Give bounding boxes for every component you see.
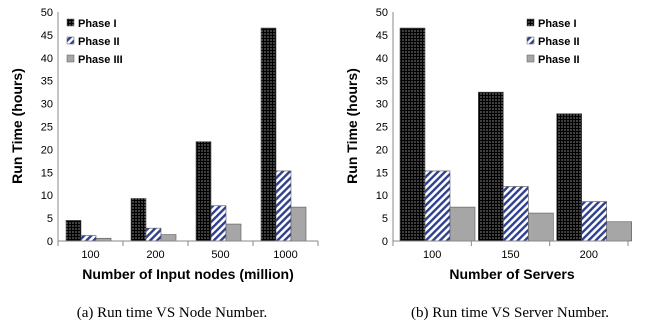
legend: Phase I Phase II Phase II xyxy=(526,18,580,66)
axes xyxy=(392,12,629,246)
x-axis-title: Number of Input nodes (million) xyxy=(82,266,294,282)
legend-label: Phase I xyxy=(78,18,117,30)
legend-label: Phase II xyxy=(538,36,580,48)
y-tick-label: 30 xyxy=(376,99,388,111)
x-tick-label: 1000 xyxy=(273,249,297,261)
y-tick-label: 25 xyxy=(41,122,53,134)
bar-phase-i-100 xyxy=(65,220,82,242)
legend: Phase I Phase II Phase III xyxy=(66,18,123,66)
y-ticks: 0 5 10 15 20 25 30 35 40 45 50 xyxy=(41,7,53,248)
y-tick-label: 40 xyxy=(376,53,388,65)
y-tick-label: 10 xyxy=(41,190,53,202)
y-tick-label: 15 xyxy=(376,167,388,179)
bar-phase-ii-200 xyxy=(606,221,632,242)
y-tick-label: 40 xyxy=(41,53,53,65)
caption: (b) Run time VS Server Number. xyxy=(411,305,609,321)
bar-phase-ii-100 xyxy=(80,235,97,242)
bar-phase-i-100 xyxy=(399,27,426,242)
axes xyxy=(57,12,319,246)
y-tick-label: 20 xyxy=(376,144,388,156)
bar-phase-ii-1000 xyxy=(275,170,292,242)
bars xyxy=(399,27,632,242)
y-tick-label: 25 xyxy=(376,122,388,134)
bar-phase-ii-150 xyxy=(503,186,529,242)
bar-phase-ii-200 xyxy=(145,227,162,242)
y-tick-label: 10 xyxy=(376,190,388,202)
bars xyxy=(65,27,307,242)
y-tick-label: 45 xyxy=(41,30,53,42)
y-tick-label: 15 xyxy=(41,167,53,179)
y-tick-label: 50 xyxy=(41,7,53,19)
y-tick-label: 0 xyxy=(382,236,388,248)
x-ticks: 100 200 500 1000 xyxy=(81,249,297,261)
x-tick-label: 500 xyxy=(211,249,229,261)
y-tick-label: 50 xyxy=(376,7,388,19)
y-ticks: 0 5 10 15 20 25 30 35 40 45 50 xyxy=(376,7,388,248)
legend-swatch-phase-ii xyxy=(66,36,75,45)
bar-phase-i-500 xyxy=(195,141,212,242)
bar-phase-iii-500 xyxy=(225,223,242,242)
legend-swatch-phase-i xyxy=(66,18,75,27)
legend-label: Phase I xyxy=(538,18,577,30)
bar-phase-i-200 xyxy=(130,198,147,242)
bar-phase-iii-1000 xyxy=(290,206,307,242)
y-tick-label: 45 xyxy=(376,30,388,42)
x-tick-label: 100 xyxy=(423,249,441,261)
bar-phase-i-150 xyxy=(478,91,504,242)
y-tick-label: 0 xyxy=(47,236,53,248)
y-axis-title: Run Time (hours) xyxy=(9,68,25,184)
legend-swatch-phase-ii xyxy=(526,36,535,45)
bar-phase-i-200 xyxy=(556,113,582,242)
x-tick-label: 100 xyxy=(81,249,99,261)
bar-phase-ii-150 xyxy=(528,212,554,242)
chart-a-run-time-vs-node-number: 0 5 10 15 20 25 30 35 40 45 50 100 200 500 1000 Phase… xyxy=(9,7,319,321)
legend-swatch-phase-i xyxy=(526,18,535,27)
bar-phase-ii-200 xyxy=(581,201,607,242)
legend-label: Phase II xyxy=(538,54,580,66)
legend-label: Phase III xyxy=(78,54,123,66)
bar-phase-ii-100 xyxy=(424,170,451,242)
y-axis-title: Run Time (hours) xyxy=(344,68,360,184)
caption: (a) Run time VS Node Number. xyxy=(77,305,268,321)
x-tick-label: 200 xyxy=(580,249,598,261)
x-ticks: 100 150 200 xyxy=(423,249,598,261)
legend-label: Phase II xyxy=(78,36,120,48)
bar-phase-ii-500 xyxy=(210,205,227,242)
y-tick-label: 30 xyxy=(41,99,53,111)
x-tick-label: 200 xyxy=(146,249,164,261)
bar-phase-iii-200 xyxy=(160,234,177,242)
y-tick-label: 20 xyxy=(41,144,53,156)
legend-swatch-phase-iii xyxy=(66,54,75,63)
x-tick-label: 150 xyxy=(501,249,519,261)
bar-phase-i-1000 xyxy=(260,27,277,242)
y-tick-label: 35 xyxy=(41,76,53,88)
y-tick-label: 5 xyxy=(47,213,53,225)
x-axis-title: Number of Servers xyxy=(449,266,574,282)
y-tick-label: 5 xyxy=(382,213,388,225)
y-tick-label: 35 xyxy=(376,76,388,88)
legend-swatch-phase-ii xyxy=(526,54,535,63)
bar-phase-ii-100 xyxy=(449,206,476,242)
